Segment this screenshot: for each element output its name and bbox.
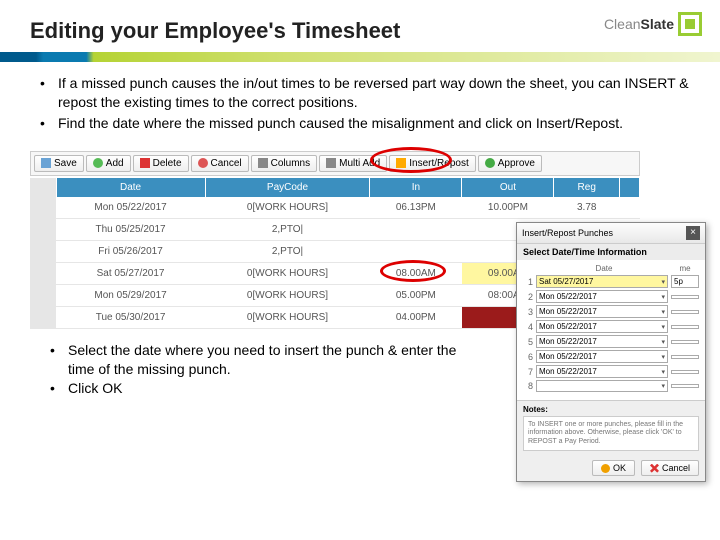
plus-icon bbox=[93, 158, 103, 168]
dialog-title: Insert/Repost Punches bbox=[522, 228, 613, 238]
row-num: 6 bbox=[523, 352, 533, 362]
date-select[interactable]: Mon 05/22/2017▾ bbox=[536, 350, 668, 363]
row-num: 8 bbox=[523, 381, 533, 391]
col-date: Date bbox=[56, 178, 205, 197]
row-num: 1 bbox=[523, 277, 533, 287]
ok-icon bbox=[601, 464, 610, 473]
cancel-icon bbox=[650, 464, 659, 473]
table-row[interactable]: Mon 05/22/20170[WORK HOURS]06.13PM10.00P… bbox=[30, 197, 640, 219]
header-band bbox=[0, 52, 720, 62]
dialog-row: 5Mon 05/22/2017▾ bbox=[523, 335, 699, 348]
disk-icon bbox=[41, 158, 51, 168]
dialog-titlebar: Insert/Repost Punches × bbox=[517, 223, 705, 244]
refresh-icon bbox=[396, 158, 406, 168]
multiadd-button[interactable]: Multi Add bbox=[319, 155, 387, 172]
date-select[interactable]: Sat 05/27/2017▾ bbox=[536, 275, 668, 288]
columns-icon bbox=[258, 158, 268, 168]
time-input[interactable] bbox=[671, 325, 699, 329]
notes-text: To INSERT one or more punches, please fi… bbox=[523, 416, 699, 451]
chevron-down-icon: ▾ bbox=[661, 293, 665, 301]
chevron-down-icon: ▾ bbox=[661, 353, 665, 361]
dialog-row: 6Mon 05/22/2017▾ bbox=[523, 350, 699, 363]
toolbar: Save Add Delete Cancel Columns Multi Add… bbox=[30, 151, 640, 176]
row-num: 4 bbox=[523, 322, 533, 332]
logo-icon bbox=[678, 12, 702, 36]
logo: CleanSlate bbox=[604, 12, 702, 36]
bullet-item: Select the date where you need to insert… bbox=[50, 341, 470, 379]
col-extra bbox=[620, 178, 640, 197]
chevron-down-icon: ▾ bbox=[661, 278, 665, 286]
x-icon bbox=[140, 158, 150, 168]
col-in: In bbox=[370, 178, 462, 197]
dialog-row: 2Mon 05/22/2017▾ bbox=[523, 290, 699, 303]
col-reg: Reg bbox=[554, 178, 620, 197]
date-select[interactable]: Mon 05/22/2017▾ bbox=[536, 320, 668, 333]
time-input[interactable] bbox=[671, 370, 699, 374]
notes-label: Notes: bbox=[523, 405, 699, 414]
chevron-down-icon: ▾ bbox=[661, 323, 665, 331]
dialog-col-date: Date bbox=[537, 264, 671, 273]
logo-clean: Clean bbox=[604, 16, 641, 32]
date-select[interactable]: Mon 05/22/2017▾ bbox=[536, 335, 668, 348]
dialog-subtitle: Select Date/Time Information bbox=[517, 244, 705, 260]
add-button[interactable]: Add bbox=[86, 155, 131, 172]
time-input[interactable] bbox=[671, 355, 699, 359]
bullet-item: If a missed punch causes the in/out time… bbox=[40, 74, 690, 112]
row-num: 3 bbox=[523, 307, 533, 317]
delete-button[interactable]: Delete bbox=[133, 155, 189, 172]
table-header-row: Date PayCode In Out Reg bbox=[30, 178, 640, 197]
approve-button[interactable]: Approve bbox=[478, 155, 542, 172]
time-input[interactable] bbox=[671, 340, 699, 344]
dialog-row: 8▾ bbox=[523, 380, 699, 392]
time-input[interactable]: 5p bbox=[671, 275, 699, 288]
grid-icon bbox=[326, 158, 336, 168]
chevron-down-icon: ▾ bbox=[661, 368, 665, 376]
time-input[interactable] bbox=[671, 384, 699, 388]
dialog-row: 7Mon 05/22/2017▾ bbox=[523, 365, 699, 378]
ok-button[interactable]: OK bbox=[592, 460, 635, 476]
dialog-col-time: me bbox=[671, 264, 699, 273]
bullet-item: Find the date where the missed punch cau… bbox=[40, 114, 690, 133]
insert-repost-button[interactable]: Insert/Repost bbox=[389, 155, 475, 172]
date-select[interactable]: Mon 05/22/2017▾ bbox=[536, 365, 668, 378]
check-icon bbox=[485, 158, 495, 168]
chevron-down-icon: ▾ bbox=[661, 382, 665, 390]
logo-slate: Slate bbox=[641, 16, 674, 32]
chevron-down-icon: ▾ bbox=[661, 338, 665, 346]
row-num: 5 bbox=[523, 337, 533, 347]
col-out: Out bbox=[462, 178, 554, 197]
cancel-button[interactable]: Cancel bbox=[641, 460, 699, 476]
dialog-row: 4Mon 05/22/2017▾ bbox=[523, 320, 699, 333]
cancel-button[interactable]: Cancel bbox=[191, 155, 249, 172]
date-select[interactable]: ▾ bbox=[536, 380, 668, 392]
bullet-item: Click OK bbox=[50, 379, 470, 398]
cancel-icon bbox=[198, 158, 208, 168]
date-select[interactable]: Mon 05/22/2017▾ bbox=[536, 290, 668, 303]
row-num: 7 bbox=[523, 367, 533, 377]
bullet-list-top: If a missed punch causes the in/out time… bbox=[0, 70, 720, 145]
col-paycode: PayCode bbox=[205, 178, 370, 197]
columns-button[interactable]: Columns bbox=[251, 155, 317, 172]
save-button[interactable]: Save bbox=[34, 155, 84, 172]
date-select[interactable]: Mon 05/22/2017▾ bbox=[536, 305, 668, 318]
row-num: 2 bbox=[523, 292, 533, 302]
time-input[interactable] bbox=[671, 310, 699, 314]
time-input[interactable] bbox=[671, 295, 699, 299]
insert-repost-dialog: Insert/Repost Punches × Select Date/Time… bbox=[516, 222, 706, 482]
dialog-row: 1Sat 05/27/2017▾5p bbox=[523, 275, 699, 288]
dialog-row: 3Mon 05/22/2017▾ bbox=[523, 305, 699, 318]
chevron-down-icon: ▾ bbox=[661, 308, 665, 316]
close-icon[interactable]: × bbox=[686, 226, 700, 240]
